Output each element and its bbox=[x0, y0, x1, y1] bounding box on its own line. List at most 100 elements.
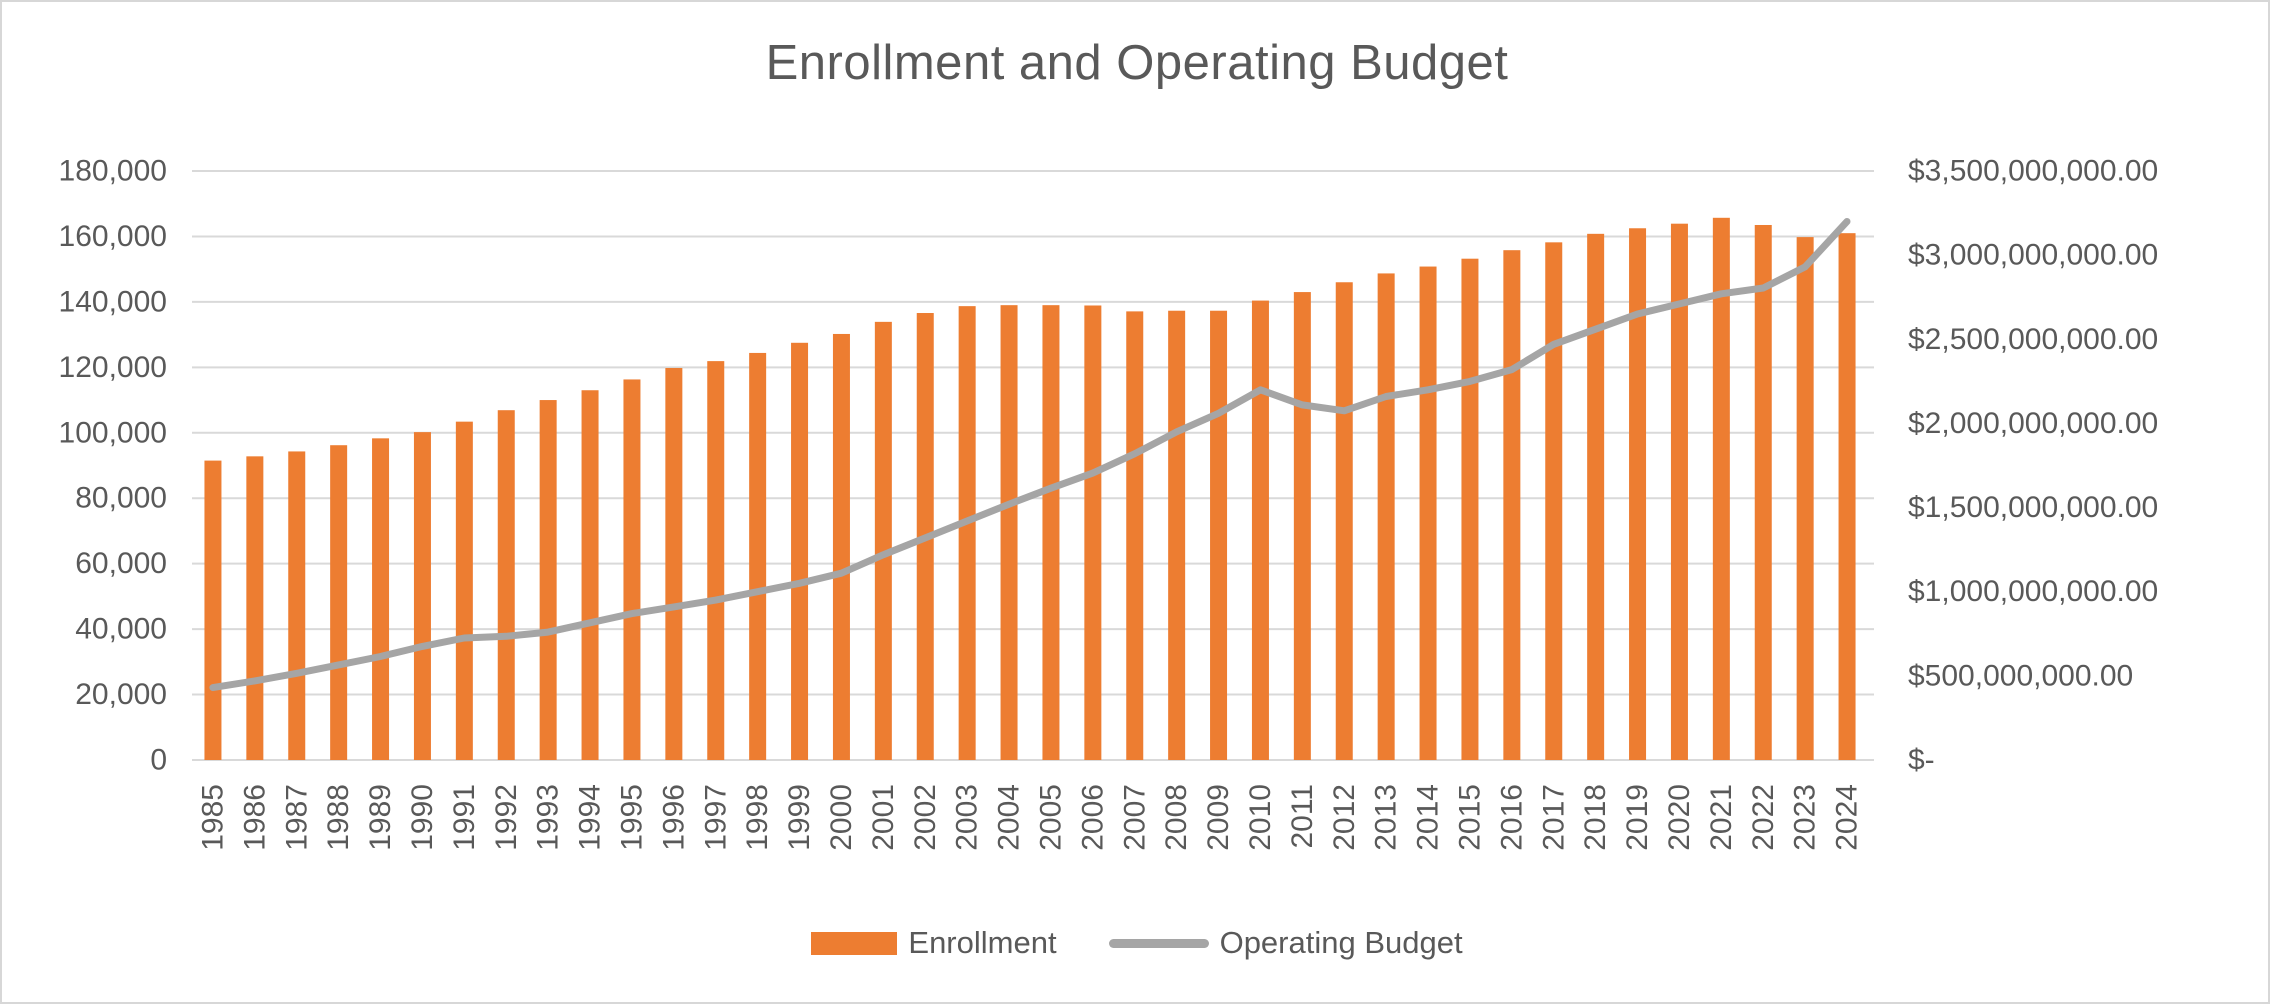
x-axis-label-2023: 2023 bbox=[1789, 784, 1822, 851]
legend: Enrollment Operating Budget bbox=[2, 914, 2268, 972]
left-axis-label: 60,000 bbox=[75, 547, 167, 580]
x-axis-label-2013: 2013 bbox=[1370, 784, 1403, 851]
bar-1991 bbox=[455, 421, 473, 760]
bar-1994 bbox=[581, 390, 599, 760]
right-axis-label: $- bbox=[1908, 744, 1935, 777]
bar-2009 bbox=[1210, 310, 1228, 760]
bar-2007 bbox=[1126, 311, 1144, 760]
x-axis-label-2007: 2007 bbox=[1118, 784, 1151, 851]
bar-2018 bbox=[1587, 233, 1605, 760]
bar-2014 bbox=[1419, 266, 1437, 760]
bar-1990 bbox=[413, 432, 431, 760]
bar-2023 bbox=[1796, 237, 1814, 761]
bar-2020 bbox=[1670, 223, 1688, 760]
x-axis-label-1990: 1990 bbox=[406, 784, 439, 851]
bar-1999 bbox=[791, 342, 809, 760]
x-axis-label-2002: 2002 bbox=[909, 784, 942, 851]
bar-1989 bbox=[372, 438, 390, 760]
x-axis-label-2011: 2011 bbox=[1286, 784, 1319, 849]
left-axis-label: 80,000 bbox=[75, 482, 167, 515]
bar-1985 bbox=[204, 460, 222, 760]
left-axis-label: 20,000 bbox=[75, 678, 167, 711]
left-axis-label: 40,000 bbox=[75, 613, 167, 646]
bar-2021 bbox=[1712, 217, 1730, 760]
bar-1986 bbox=[246, 456, 264, 760]
x-axis-label-1993: 1993 bbox=[532, 784, 565, 851]
x-axis-label-1991: 1991 bbox=[448, 784, 481, 851]
bar-1988 bbox=[330, 445, 348, 760]
bar-2019 bbox=[1629, 228, 1647, 760]
x-axis-label-1986: 1986 bbox=[238, 784, 271, 851]
x-axis-label-1994: 1994 bbox=[574, 784, 607, 851]
x-axis-label-1985: 1985 bbox=[196, 784, 229, 851]
left-axis-label: 160,000 bbox=[59, 220, 167, 253]
operating-budget-line bbox=[209, 218, 1851, 692]
x-axis-label-2000: 2000 bbox=[825, 784, 858, 851]
x-axis-label-1989: 1989 bbox=[364, 784, 397, 851]
x-axis-label-2012: 2012 bbox=[1328, 784, 1361, 851]
bar-2015 bbox=[1461, 258, 1479, 760]
x-axis-label-1988: 1988 bbox=[322, 784, 355, 851]
right-axis-label: $3,500,000,000.00 bbox=[1908, 155, 2158, 188]
bar-2011 bbox=[1293, 292, 1311, 760]
left-axis-label: 180,000 bbox=[59, 155, 167, 188]
bar-2004 bbox=[1000, 305, 1018, 760]
bar-2010 bbox=[1251, 300, 1269, 760]
x-axis-label-2001: 2001 bbox=[867, 784, 900, 851]
right-axis-label: $2,500,000,000.00 bbox=[1908, 323, 2158, 356]
x-axis-label-2016: 2016 bbox=[1495, 784, 1528, 851]
x-axis-label-2015: 2015 bbox=[1453, 784, 1486, 851]
x-axis-label-2003: 2003 bbox=[951, 784, 984, 851]
legend-item-enrollment: Enrollment bbox=[811, 925, 1057, 961]
left-axis-label: 140,000 bbox=[59, 285, 167, 318]
x-axis-label-2009: 2009 bbox=[1202, 784, 1235, 851]
bar-2005 bbox=[1042, 305, 1060, 760]
bar-2016 bbox=[1503, 250, 1521, 760]
x-axis-label-1995: 1995 bbox=[615, 784, 648, 851]
x-axis-label-1996: 1996 bbox=[657, 784, 690, 851]
x-axis-label-2014: 2014 bbox=[1412, 784, 1445, 851]
x-axis-label-2020: 2020 bbox=[1663, 784, 1696, 851]
bar-2006 bbox=[1084, 305, 1102, 760]
bar-1993 bbox=[539, 400, 557, 760]
x-axis-label-2008: 2008 bbox=[1160, 784, 1193, 851]
chart-title: Enrollment and Operating Budget bbox=[765, 36, 1509, 90]
right-axis-label: $1,500,000,000.00 bbox=[1908, 491, 2158, 524]
bar-1996 bbox=[665, 367, 683, 760]
bar-2012 bbox=[1335, 282, 1353, 760]
right-axis-label: $3,000,000,000.00 bbox=[1908, 239, 2158, 272]
x-axis-label-1987: 1987 bbox=[280, 784, 313, 851]
bar-2000 bbox=[832, 333, 850, 760]
bar-2022 bbox=[1754, 224, 1772, 760]
bar-2024 bbox=[1838, 233, 1856, 760]
legend-label-operating-budget: Operating Budget bbox=[1219, 925, 1463, 960]
x-axis-label-1992: 1992 bbox=[490, 784, 523, 851]
bar-1995 bbox=[623, 379, 641, 760]
x-axis-label-2021: 2021 bbox=[1705, 784, 1738, 851]
right-axis-label: $1,000,000,000.00 bbox=[1908, 575, 2158, 608]
x-axis-label-1997: 1997 bbox=[699, 784, 732, 851]
left-axis-label: 100,000 bbox=[59, 416, 167, 449]
x-axis-label-2017: 2017 bbox=[1537, 784, 1570, 851]
legend-item-operating-budget: Operating Budget bbox=[1108, 925, 1463, 961]
right-axis-label: $500,000,000.00 bbox=[1908, 659, 2133, 692]
x-axis-label-2006: 2006 bbox=[1076, 784, 1109, 851]
bar-2001 bbox=[874, 321, 892, 760]
bar-1987 bbox=[288, 451, 306, 760]
left-axis-label: 120,000 bbox=[59, 351, 167, 384]
bar-1997 bbox=[707, 361, 725, 760]
x-axis-label-2018: 2018 bbox=[1579, 784, 1612, 851]
x-axis-label-2024: 2024 bbox=[1831, 784, 1864, 851]
x-axis-label-2010: 2010 bbox=[1244, 784, 1277, 851]
x-axis-label-2005: 2005 bbox=[1034, 784, 1067, 851]
right-axis-label: $2,000,000,000.00 bbox=[1908, 407, 2158, 440]
x-axis-label-1999: 1999 bbox=[783, 784, 816, 851]
legend-swatch-operating-budget-line bbox=[1108, 938, 1209, 948]
bar-1992 bbox=[497, 410, 515, 760]
bar-2008 bbox=[1168, 310, 1186, 760]
x-axis-label-2019: 2019 bbox=[1621, 784, 1654, 851]
bar-1998 bbox=[749, 352, 767, 760]
legend-label-enrollment: Enrollment bbox=[908, 925, 1057, 960]
legend-swatch-enrollment-bar bbox=[811, 931, 898, 955]
